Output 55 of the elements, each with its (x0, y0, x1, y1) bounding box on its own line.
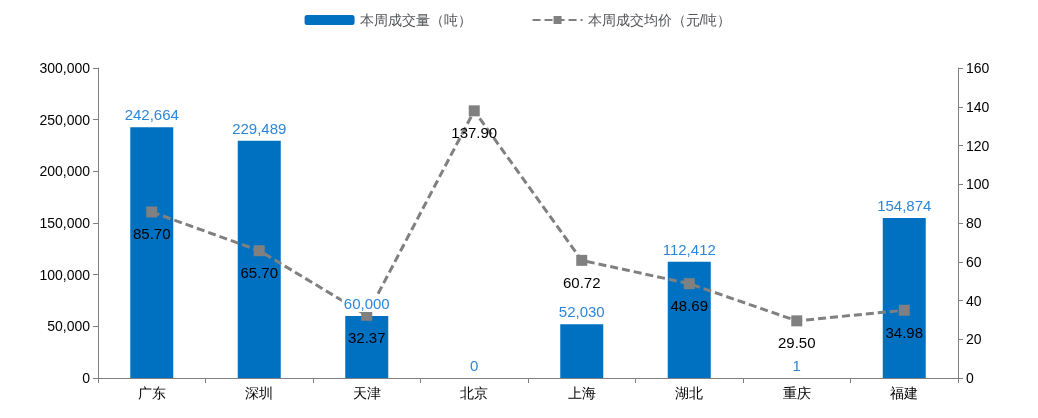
point (683, 278, 695, 290)
data-label: 85.70 (132, 225, 171, 243)
y2-tick-label: 140 (966, 98, 990, 115)
y2-tick-label: 20 (966, 331, 982, 348)
data-label: 112,412 (662, 240, 716, 258)
data-label: 29.50 (777, 334, 816, 352)
data-label: 52,030 (558, 303, 605, 321)
point (253, 245, 265, 257)
bar (345, 316, 389, 378)
data-label: 48.69 (670, 297, 709, 315)
point (576, 254, 588, 266)
data-label: 65.70 (240, 264, 279, 282)
y-tick-label: 100,000 (39, 266, 91, 283)
y2-tick-label: 100 (966, 176, 990, 193)
data-label: 1 (792, 357, 801, 374)
point (146, 206, 158, 218)
x-tick-label: 上海 (567, 385, 596, 401)
data-label: 32.37 (347, 328, 386, 346)
data-label: 34.98 (885, 323, 924, 341)
x-tick-label: 北京 (460, 385, 489, 401)
x-tick-label: 湖北 (675, 385, 704, 401)
data-label: 60,000 (343, 295, 390, 312)
legend-label: 本周成交量（吨） (359, 12, 472, 28)
x-tick-label: 福建 (890, 385, 919, 401)
x-tick-label: 深圳 (245, 385, 274, 401)
y2-tick-label: 60 (966, 253, 982, 270)
point (468, 105, 480, 117)
y-tick-label: 200,000 (39, 163, 91, 180)
legend-label: 本周成交均价（元/吨） (587, 12, 732, 28)
y2-tick-label: 120 (966, 137, 990, 154)
x-tick-label: 天津 (352, 385, 381, 401)
point (898, 304, 910, 316)
y-tick-label: 0 (82, 370, 91, 386)
y2-tick-label: 160 (966, 60, 990, 76)
point (791, 315, 803, 327)
x-tick-label: 重庆 (782, 385, 811, 401)
y2-tick-label: 80 (966, 215, 982, 231)
y2-tick-label: 40 (966, 292, 982, 309)
data-label: 137.90 (451, 124, 498, 142)
data-label: 154,874 (877, 196, 932, 214)
bar (130, 127, 174, 378)
y-tick-label: 300,000 (39, 60, 91, 76)
bar (560, 324, 604, 378)
data-label: 229,489 (232, 119, 287, 137)
y2-tick-label: 0 (966, 370, 974, 386)
data-label: 242,664 (124, 106, 179, 124)
y-tick-label: 150,000 (39, 215, 91, 231)
bar (237, 140, 281, 378)
bar (667, 261, 711, 378)
y-tick-label: 50,000 (47, 318, 91, 335)
data-label: 0 (470, 357, 479, 374)
data-label: 60.72 (562, 273, 601, 291)
bar (882, 217, 926, 378)
y-tick-label: 250,000 (39, 111, 91, 128)
x-tick-label: 广东 (137, 385, 166, 401)
